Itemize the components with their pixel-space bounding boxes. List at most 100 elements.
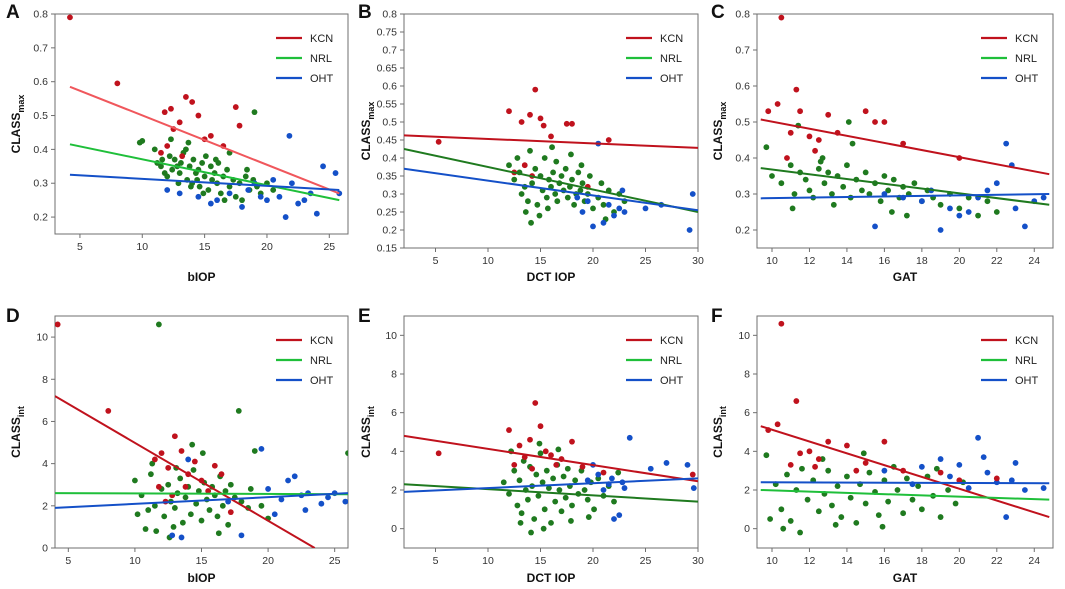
point-nrl — [199, 160, 206, 166]
plot-frame — [403, 13, 699, 249]
point-oht — [239, 204, 245, 210]
y-axis-title-base: CLASS — [9, 113, 23, 154]
y-tick-label: 0.4 — [735, 153, 750, 165]
point-nrl — [527, 147, 533, 154]
x-tick-label: 24 — [1028, 255, 1040, 267]
y-tick-label: 4 — [391, 446, 397, 458]
point-kcn — [579, 463, 586, 470]
point-nrl — [993, 209, 1000, 215]
x-tick-label: 20 — [953, 555, 965, 567]
legend-label-oht: OHT — [310, 73, 334, 85]
point-nrl — [529, 180, 535, 187]
y-tick-label: 0.3 — [735, 189, 750, 201]
point-oht — [984, 187, 991, 194]
point-nrl — [821, 180, 828, 187]
point-kcn — [532, 86, 539, 93]
point-kcn — [179, 153, 186, 160]
x-tick-label: 15 — [196, 555, 208, 567]
panel-F: F10 12 14 16 18 20 22 240246810GATCLASSintKCNNR… — [711, 306, 1054, 585]
y-axis-title-base: CLASS — [711, 417, 725, 458]
point-kcn — [774, 101, 781, 107]
point-kcn — [155, 483, 162, 490]
point-nrl — [562, 165, 569, 172]
y-tick-label: 0.6 — [735, 81, 750, 93]
point-nrl — [537, 450, 544, 457]
point-nrl — [207, 163, 214, 170]
point-oht — [663, 460, 670, 466]
plot-frame — [756, 13, 1054, 249]
point-nrl — [196, 183, 203, 190]
point-oht — [285, 477, 291, 484]
point-oht — [258, 445, 265, 452]
point-nrl — [894, 487, 901, 493]
point-kcn — [435, 138, 442, 145]
y-tick-label: 2 — [744, 485, 750, 497]
point-nrl — [543, 467, 550, 474]
point-nrl — [975, 212, 981, 219]
point-nrl — [825, 169, 832, 176]
y-axis-title-subscript: int — [366, 406, 376, 417]
point-nrl — [189, 441, 196, 448]
point-kcn — [812, 463, 818, 470]
point-kcn — [529, 465, 535, 472]
point-kcn — [787, 129, 794, 136]
x-tick-label: 15 — [535, 555, 547, 567]
point-nrl — [238, 498, 245, 505]
point-nrl — [862, 500, 869, 507]
point-nrl — [802, 176, 809, 183]
x-tick-label: 10 — [482, 255, 494, 267]
point-kcn — [862, 460, 869, 466]
point-kcn — [164, 143, 171, 149]
point-nrl — [244, 166, 250, 173]
point-kcn — [114, 80, 121, 87]
point-nrl — [217, 190, 224, 197]
point-oht — [965, 485, 972, 491]
point-nrl — [528, 529, 534, 536]
point-nrl — [166, 153, 173, 160]
point-oht — [318, 500, 325, 507]
point-kcn — [158, 450, 165, 456]
legend-label-kcn: KCN — [660, 33, 683, 45]
point-oht — [872, 223, 878, 230]
point-kcn — [211, 462, 218, 469]
y-axis-title: CLASSmax — [711, 102, 728, 161]
point-oht — [579, 209, 586, 215]
point-kcn — [227, 509, 234, 516]
x-tick-label: 10 — [129, 555, 141, 567]
trend-line-oht — [760, 481, 1050, 485]
point-nrl — [787, 162, 794, 169]
point-nrl — [149, 460, 156, 467]
point-nrl — [541, 155, 548, 161]
point-nrl — [251, 109, 258, 116]
point-kcn — [872, 119, 878, 125]
point-nrl — [937, 201, 944, 208]
point-oht — [647, 465, 654, 472]
point-kcn — [553, 461, 560, 468]
trend-line-nrl — [404, 148, 698, 213]
y-tick-label: 0.5 — [735, 117, 750, 129]
point-kcn — [527, 111, 533, 118]
point-kcn — [182, 483, 189, 490]
y-tick-label: 0.45 — [377, 135, 398, 147]
legend-label-kcn: KCN — [1015, 335, 1038, 347]
point-kcn — [793, 398, 800, 404]
point-kcn — [563, 120, 570, 127]
point-kcn — [189, 99, 196, 105]
point-nrl — [778, 506, 785, 513]
point-nrl — [345, 450, 348, 456]
point-nrl — [578, 162, 585, 169]
y-axis-title-subscript: int — [16, 406, 26, 417]
y-tick-label: 0.5 — [382, 117, 397, 129]
point-kcn — [67, 14, 73, 21]
point-oht — [342, 498, 348, 505]
point-oht — [282, 214, 289, 220]
trend-line-nrl — [55, 492, 348, 496]
point-nrl — [517, 519, 524, 526]
y-tick-label: 0.35 — [377, 171, 398, 183]
point-nrl — [844, 162, 850, 169]
point-nrl — [763, 144, 770, 151]
legend: KCN NRL OHT — [981, 335, 1039, 387]
point-nrl — [579, 180, 586, 187]
point-nrl — [552, 191, 559, 197]
point-kcn — [793, 86, 800, 93]
